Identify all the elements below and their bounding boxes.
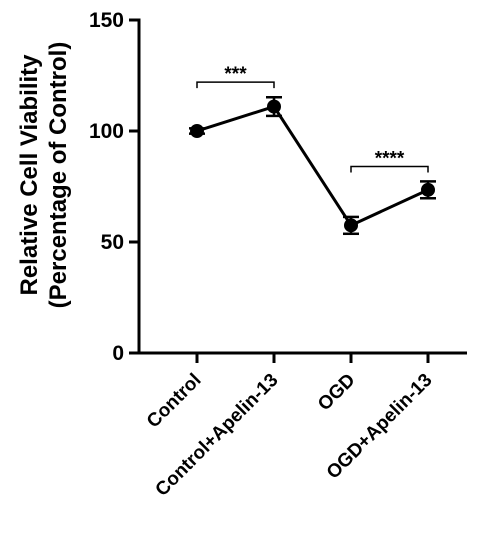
y-axis-title-line-1: Relative Cell Viability: [16, 54, 43, 296]
x-tick-label-2: OGD: [314, 370, 359, 415]
significance-label-1: ****: [375, 149, 405, 170]
significance-label-0: ***: [224, 64, 247, 85]
y-axis-title-line-2: (Percentage of Control): [45, 42, 72, 309]
data-point-2: [344, 218, 358, 233]
data-point-3: [421, 182, 435, 197]
series-line: [196, 105, 429, 227]
y-tick-label-3: 150: [89, 9, 124, 32]
y-tick-label-0: 0: [112, 342, 124, 365]
significance-bracket-0: [196, 81, 275, 89]
significance-bracket-1: [350, 165, 429, 173]
significance-annotations: *******: [196, 64, 429, 173]
data-point-0: [190, 124, 204, 138]
data-point-1: [267, 99, 281, 114]
x-tick-label-0: Control: [143, 370, 206, 433]
y-axis-title: Relative Cell Viability (Percentage of C…: [16, 42, 72, 309]
y-tick-label-2: 100: [89, 120, 124, 143]
series-group: [189, 96, 436, 236]
y-tick-label-1: 50: [101, 231, 124, 254]
y-axis-ticks: 0 50 100 150: [89, 9, 139, 365]
